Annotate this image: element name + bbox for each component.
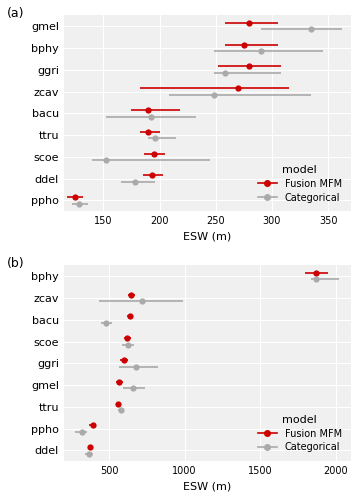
Legend: Fusion MFM, Categorical: Fusion MFM, Categorical	[254, 411, 346, 457]
X-axis label: ESW (m): ESW (m)	[183, 482, 232, 492]
X-axis label: ESW (m): ESW (m)	[183, 232, 232, 241]
Text: (b): (b)	[6, 258, 24, 270]
Legend: Fusion MFM, Categorical: Fusion MFM, Categorical	[254, 161, 346, 206]
Text: (a): (a)	[6, 8, 24, 20]
